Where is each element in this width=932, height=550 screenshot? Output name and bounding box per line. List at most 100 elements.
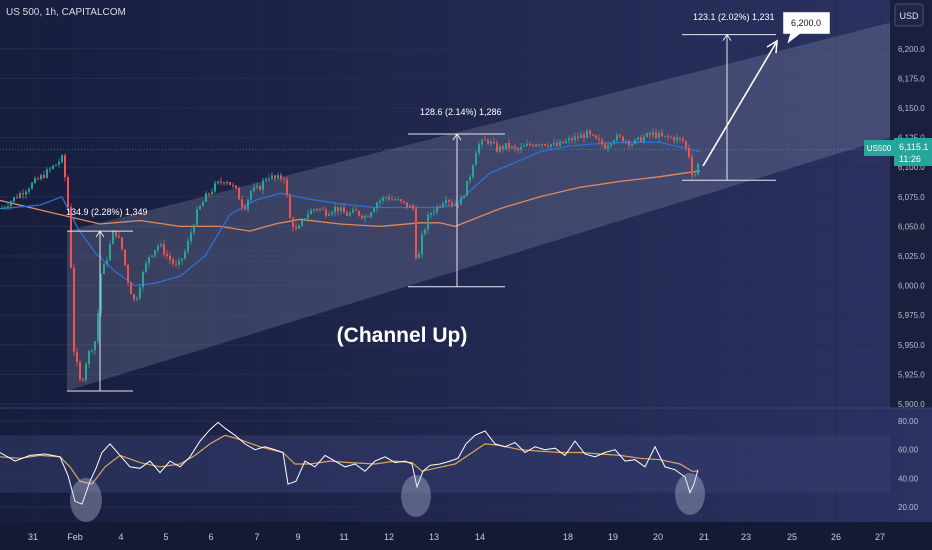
candle-body bbox=[631, 144, 633, 146]
candle-body bbox=[385, 197, 387, 199]
candle-body bbox=[151, 255, 153, 257]
candle-body bbox=[667, 135, 669, 138]
price-tick-label: 5,950.0 bbox=[898, 341, 925, 350]
candle-body bbox=[400, 199, 402, 202]
candle-body bbox=[187, 241, 189, 252]
candle-body bbox=[580, 134, 582, 138]
measure-label-1: 134.9 (2.28%) 1,349 bbox=[66, 207, 148, 217]
candle-body bbox=[409, 205, 411, 208]
ticker-label: US500 bbox=[867, 144, 892, 153]
candle-body bbox=[25, 191, 27, 195]
bar-countdown: 11:26 bbox=[899, 154, 921, 164]
candle-body bbox=[142, 272, 144, 288]
price-measures[interactable] bbox=[67, 33, 778, 392]
candle-body bbox=[688, 147, 690, 157]
candle-body bbox=[253, 187, 255, 191]
candle-body bbox=[19, 193, 21, 198]
candle-body bbox=[274, 175, 276, 179]
price-tick-label: 6,050.0 bbox=[898, 222, 925, 231]
candle-body bbox=[637, 137, 639, 140]
candle-body bbox=[604, 144, 606, 149]
time-tick-label: 25 bbox=[787, 532, 797, 542]
time-tick-label: 6 bbox=[208, 532, 213, 542]
rsi-tick-label: 40.00 bbox=[898, 474, 919, 483]
time-tick-label: 11 bbox=[339, 532, 348, 542]
candle-body bbox=[376, 202, 378, 209]
ma-slow-line bbox=[0, 170, 701, 232]
time-tick-label: 5 bbox=[163, 532, 168, 542]
candle-body bbox=[367, 216, 369, 218]
candle-body bbox=[613, 140, 615, 144]
candle-body bbox=[343, 207, 345, 213]
candle-body bbox=[466, 180, 468, 196]
candle-body bbox=[259, 185, 261, 190]
candle-body bbox=[127, 264, 129, 283]
candle-body bbox=[49, 168, 51, 170]
candle-body bbox=[622, 136, 624, 142]
candle-body bbox=[247, 199, 249, 210]
currency-label: USD bbox=[899, 11, 919, 21]
candle-body bbox=[601, 139, 603, 145]
measure-arrowhead bbox=[95, 230, 105, 238]
candle-body bbox=[76, 351, 78, 363]
target-callout[interactable]: 6,200.0 bbox=[782, 11, 831, 45]
currency-button[interactable]: USD bbox=[894, 3, 924, 27]
candle-body bbox=[334, 206, 336, 213]
candle-body bbox=[163, 244, 165, 255]
price-badge[interactable]: US500 6,115.1 11:26 bbox=[864, 138, 932, 166]
candle-body bbox=[328, 214, 330, 216]
candle-body bbox=[652, 132, 654, 136]
candle-body bbox=[121, 237, 123, 250]
candle-body bbox=[130, 282, 132, 295]
measure-label-2: 128.6 (2.14%) 1,286 bbox=[420, 107, 502, 117]
channel-label: (Channel Up) bbox=[337, 324, 468, 347]
candle-body bbox=[106, 260, 108, 264]
candle-body bbox=[226, 181, 228, 184]
rsi-panel[interactable]: 20.00 40.00 60.00 80.00 bbox=[0, 417, 919, 522]
target-callout-box bbox=[782, 11, 831, 45]
time-axis[interactable]: 31 Feb 4 5 6 7 9 11 12 13 14 18 19 20 21 23 25 26 27 bbox=[0, 522, 932, 550]
price-tick-label: 6,100.0 bbox=[898, 163, 925, 172]
candle-body bbox=[685, 141, 687, 148]
time-tick-label: 27 bbox=[875, 532, 885, 542]
symbol-title: US 500, 1h, CAPITALCOM bbox=[6, 7, 126, 18]
candle-body bbox=[13, 197, 15, 202]
candle-body bbox=[655, 132, 657, 138]
time-tick-label: 4 bbox=[118, 532, 123, 542]
candle-body bbox=[502, 146, 504, 150]
price-axis[interactable]: 5,900.0 5,925.0 5,950.0 5,975.0 6,000.0 6,025… bbox=[890, 0, 932, 409]
candle-body bbox=[478, 144, 480, 153]
candle-body bbox=[28, 188, 30, 192]
candle-body bbox=[451, 202, 453, 206]
candle-body bbox=[439, 206, 441, 208]
candle-body bbox=[256, 185, 258, 188]
candles[interactable] bbox=[1, 128, 699, 384]
candle-body bbox=[442, 203, 444, 207]
candle-body bbox=[370, 212, 372, 218]
candle-body bbox=[436, 206, 438, 213]
moving-averages bbox=[0, 141, 701, 287]
price-tick-label: 6,150.0 bbox=[898, 104, 925, 113]
candle-body bbox=[574, 136, 576, 141]
candle-body bbox=[421, 234, 423, 254]
candle-body bbox=[568, 138, 570, 141]
channel-up[interactable] bbox=[67, 22, 890, 391]
candle-body bbox=[661, 133, 663, 136]
grid bbox=[0, 0, 890, 522]
candle-body bbox=[517, 148, 519, 150]
candle-body bbox=[508, 143, 510, 149]
candle-body bbox=[55, 164, 57, 166]
rsi-tick-label: 80.00 bbox=[898, 417, 919, 426]
candle-body bbox=[115, 230, 117, 237]
candle-body bbox=[340, 207, 342, 212]
candle-body bbox=[547, 145, 549, 147]
time-tick-label: 13 bbox=[429, 532, 439, 542]
candle-body bbox=[202, 201, 204, 207]
candle-body bbox=[553, 142, 555, 145]
candle-body bbox=[511, 146, 513, 149]
candle-body bbox=[535, 144, 537, 147]
candle-body bbox=[37, 178, 39, 180]
candle-body bbox=[694, 174, 696, 176]
target-label: 6,200.0 bbox=[791, 18, 821, 28]
